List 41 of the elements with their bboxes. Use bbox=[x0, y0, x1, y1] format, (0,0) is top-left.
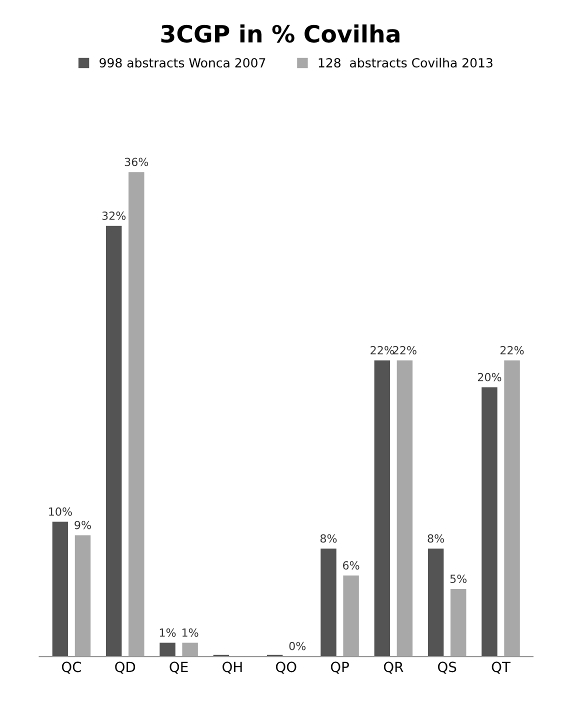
data-label: 8% bbox=[428, 534, 444, 543]
data-label: 10% bbox=[49, 507, 72, 516]
bar bbox=[396, 360, 413, 657]
bar bbox=[374, 360, 390, 657]
data-label: 36% bbox=[124, 158, 148, 166]
bar bbox=[128, 172, 144, 657]
data-label: 1% bbox=[160, 628, 176, 637]
x-tick-label: QC bbox=[62, 662, 82, 674]
bar bbox=[320, 548, 336, 657]
bar bbox=[74, 535, 91, 657]
bar bbox=[182, 642, 198, 657]
x-tick-label: QO bbox=[276, 662, 296, 674]
data-label: 22% bbox=[393, 346, 416, 354]
data-label: 32% bbox=[102, 212, 126, 220]
x-tick-label: QE bbox=[170, 662, 188, 674]
bar bbox=[504, 360, 520, 657]
x-tick-label: QT bbox=[492, 662, 510, 674]
data-label: 0% bbox=[289, 642, 306, 650]
chart-title: 3CGP in % Covilha bbox=[161, 24, 400, 43]
legend-label: 998 abstracts Wonca 2007 bbox=[100, 58, 266, 68]
data-label: 6% bbox=[343, 561, 360, 570]
x-tick-label: QR bbox=[384, 662, 404, 674]
x-tick-label: QH bbox=[222, 662, 242, 674]
bar bbox=[106, 226, 122, 657]
bar bbox=[482, 387, 498, 657]
bar bbox=[160, 642, 176, 657]
legend-label: 128 abstracts Covilha 2013 bbox=[318, 58, 492, 68]
bar bbox=[52, 522, 68, 657]
bar bbox=[428, 548, 444, 657]
data-label: 5% bbox=[450, 574, 467, 584]
data-label: 22% bbox=[500, 346, 524, 354]
x-tick-label: QP bbox=[330, 662, 349, 674]
data-label: 20% bbox=[478, 372, 502, 382]
data-label: 1% bbox=[182, 628, 198, 637]
x-tick-label: QD bbox=[115, 662, 136, 674]
data-label: 9% bbox=[74, 520, 91, 530]
x-tick-label: QS bbox=[438, 662, 456, 674]
data-label: 8% bbox=[320, 534, 337, 543]
bar bbox=[450, 588, 466, 657]
bar bbox=[343, 576, 359, 657]
data-label: 22% bbox=[370, 346, 394, 354]
